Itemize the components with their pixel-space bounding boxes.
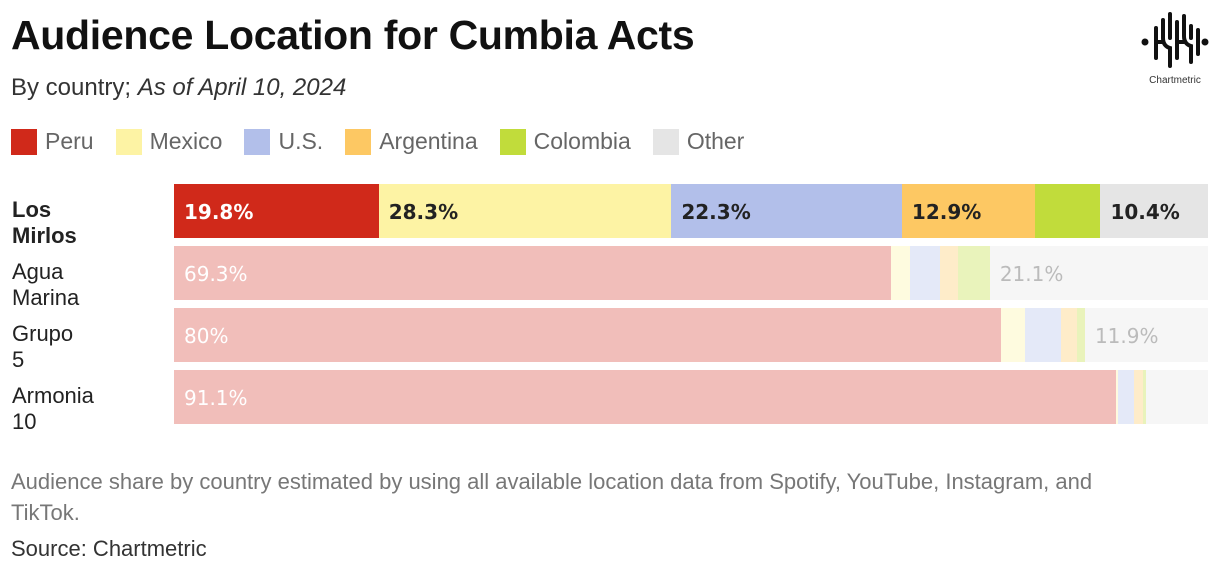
legend-item-argentina: Argentina (345, 128, 478, 155)
bar-segment-peru (174, 370, 1116, 424)
data-label: 80% (184, 324, 229, 348)
bar-segment-colombia (957, 246, 990, 300)
legend-swatch (345, 128, 372, 155)
data-label: 22.3% (681, 200, 751, 224)
legend-label: Peru (45, 128, 94, 154)
data-label: 12.9% (911, 200, 982, 224)
bar-segment-mexico (1001, 308, 1025, 362)
legend-swatch (244, 128, 271, 155)
bar-segment-mexico (1115, 370, 1119, 424)
chartmetric-logo: Chartmetric (1140, 8, 1210, 86)
logo-text: Chartmetric (1149, 75, 1201, 86)
data-label: 11.9% (1094, 324, 1159, 348)
data-label: 91.1% (184, 386, 248, 410)
bar-segment-other (1145, 370, 1208, 424)
legend-label: Colombia (533, 128, 631, 154)
bar-segment-other (1084, 308, 1208, 362)
bar-segment-colombia (1076, 308, 1085, 362)
bar-segment-peru (174, 308, 1002, 362)
subtitle-date: As of April 10, 2024 (137, 74, 347, 101)
legend-item-peru: Peru (11, 128, 94, 155)
bar-segment-peru (174, 184, 379, 238)
legend-swatch (115, 128, 142, 155)
legend-swatch (652, 128, 679, 155)
bar-segment-us (1118, 370, 1134, 424)
row-label: Armonia 10 (12, 383, 94, 434)
legend-label: Argentina (379, 128, 478, 154)
row-label: Agua Marina (12, 259, 80, 310)
legend-swatch (11, 128, 37, 155)
bar-segment-other (1100, 184, 1208, 238)
bar-segment-us (1024, 308, 1062, 362)
bar-segment-argentina (1061, 308, 1077, 362)
data-label: 28.3% (388, 200, 459, 224)
legend-label: Mexico (149, 128, 223, 154)
bar-segment-argentina (1133, 370, 1143, 424)
chart-subtitle: By country; As of April 10, 2024 (11, 74, 346, 102)
chart-source: Source: Chartmetric (11, 536, 207, 561)
legend: Peru Mexico U.S. Argentina Colombia Other (11, 128, 744, 155)
subtitle-text: By country; (11, 74, 138, 101)
legend-label: U.S. (278, 128, 324, 154)
legend-item-other: Other (652, 128, 745, 155)
bar-segment-mexico (378, 184, 672, 238)
bar-segment-mexico (890, 246, 911, 300)
bar-segment-peru (174, 246, 891, 300)
chart-note: Audience share by country estimated by u… (11, 469, 1093, 525)
bar-segment-argentina (940, 246, 958, 300)
legend-item-colombia: Colombia (499, 128, 631, 155)
legend-label: Other (686, 128, 745, 154)
row-label: Los Mirlos (12, 197, 77, 248)
bar-segment-colombia (1142, 370, 1146, 424)
legend-item-us: U.S. (244, 128, 323, 155)
data-label: 10.4% (1110, 200, 1180, 224)
bar-segment-other (989, 246, 1208, 300)
legend-swatch (499, 128, 526, 155)
chartmetric-waveform-icon (1141, 12, 1209, 68)
bar-segment-colombia (1035, 184, 1101, 238)
bar-segment-us (910, 246, 941, 300)
row-label: Grupo 5 (12, 321, 74, 372)
data-label: 21.1% (999, 262, 1064, 286)
data-label: 19.8% (184, 200, 254, 224)
bar-segment-us (671, 184, 902, 238)
bar-segment-argentina (901, 184, 1036, 238)
data-label: 69.3% (184, 262, 248, 286)
chart-title: Audience Location for Cumbia Acts (11, 12, 695, 58)
legend-item-mexico: Mexico (115, 128, 223, 155)
